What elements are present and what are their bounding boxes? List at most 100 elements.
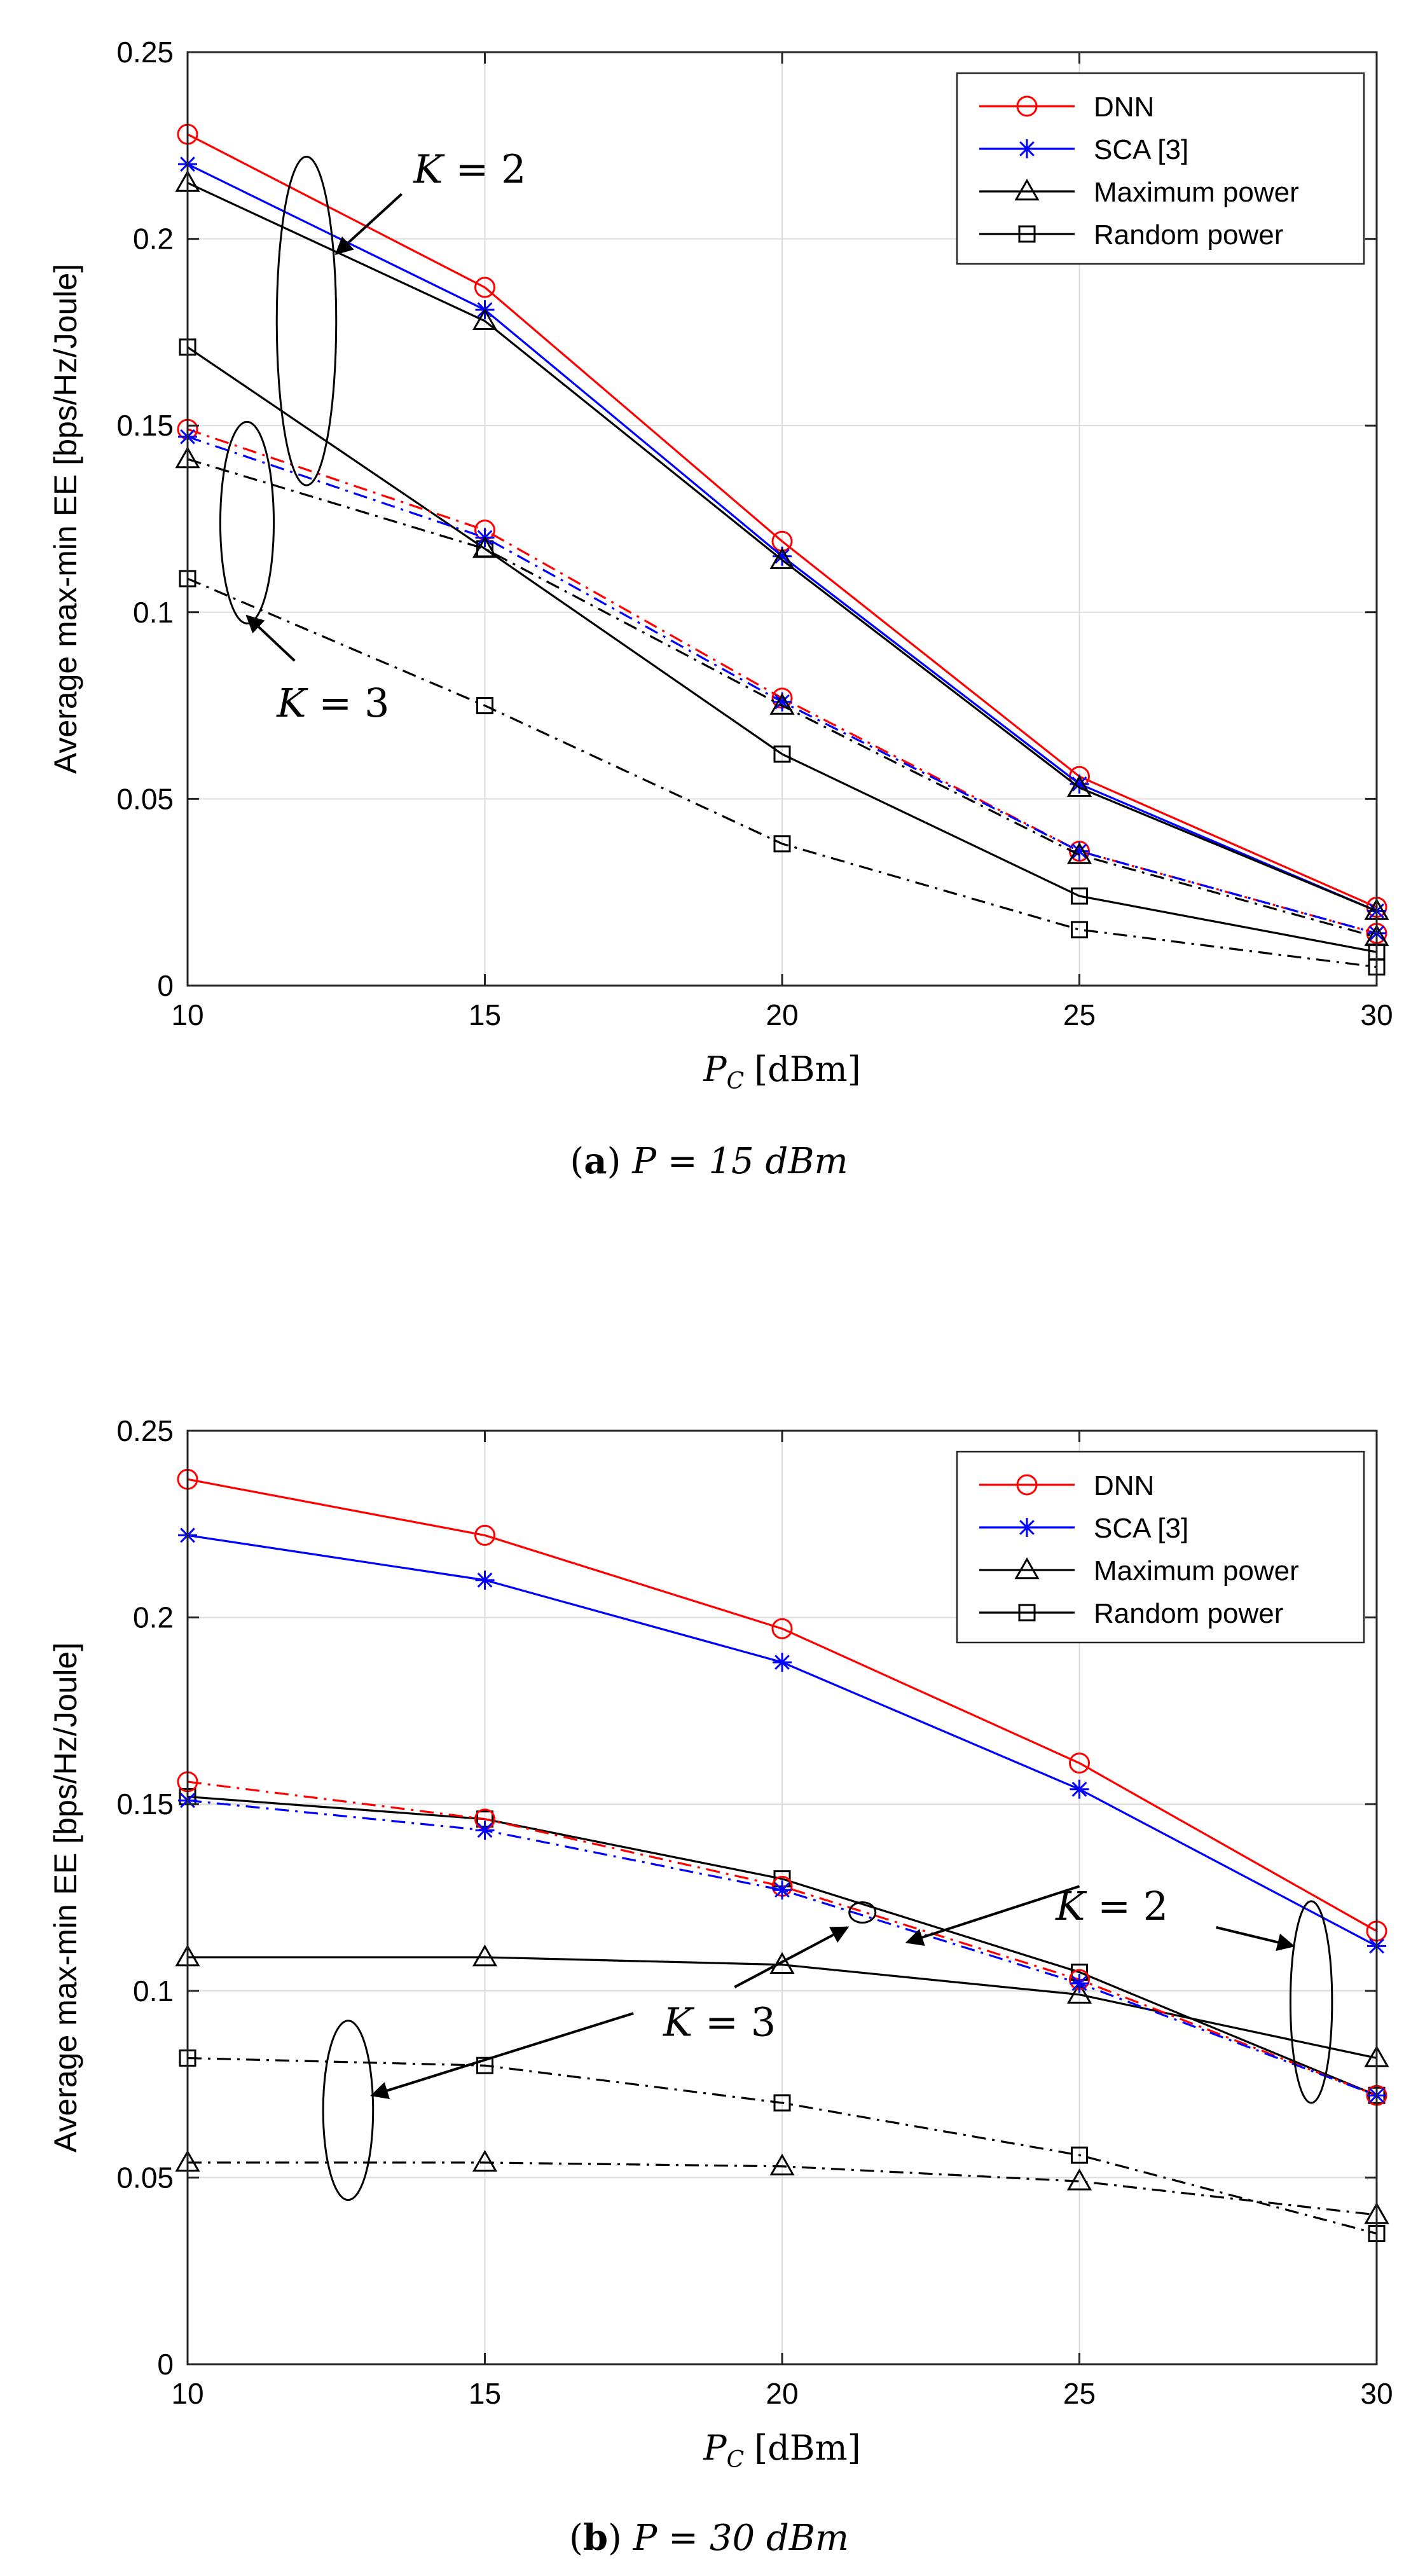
series-sca-3-k-2-point-1-stroke-3 — [477, 1573, 493, 1588]
chart-a-x-label-unit: [dBm] — [754, 1049, 861, 1089]
series-maximum-power-k-3-point-1 — [472, 2149, 498, 2172]
series-maximum-power-k-3-line — [188, 2161, 1377, 2216]
series-maximum-power-k-2-point-2 — [769, 547, 795, 569]
chart-a-legend: DNN SCA [3] Maximum power Random power — [956, 72, 1365, 265]
legend-symbol-random-power-marker — [1018, 225, 1036, 243]
chart-a: 10 15 20 25 30 0 0.05 0.1 0.15 0.2 0.25 Average ma… — [48, 36, 1393, 1182]
series-random-power-k-2-point-2 — [773, 745, 791, 763]
series-random-power-k-3-point-3 — [1071, 921, 1088, 939]
annotation-arrow — [245, 614, 296, 662]
series-sca-3-k-2-point-2-stroke-3 — [774, 548, 790, 564]
annotation-ellipse — [275, 155, 338, 486]
x-tick-label: 25 — [1063, 998, 1096, 1031]
series-dnn-k-2-point-2 — [771, 1618, 793, 1639]
chart-b-caption-text: P = 30 dBm — [633, 2517, 849, 2559]
annotation-small-ellipse — [848, 1901, 877, 1924]
annotation-ellipse — [1289, 1900, 1333, 2104]
legend-label-max-power: Maximum power — [1094, 177, 1299, 208]
chart-a-x-label-sub: C — [727, 1068, 745, 1094]
series-random-power-k-3-line — [187, 577, 1377, 968]
chart-b-x-label-sub: C — [727, 2447, 745, 2473]
x-tick-label: 10 — [171, 998, 203, 1031]
y-tick-label: 0.25 — [116, 36, 174, 69]
series-dnn-k-2-point-1 — [474, 1524, 495, 1546]
chart-a-caption: (a) P = 15 dBm — [570, 1140, 848, 1182]
series-sca-3-k-3-point-2-stroke-3 — [774, 1882, 790, 1898]
y-tick-label: 0 — [157, 2348, 174, 2381]
series-sca-3-k-3-point-3 — [1070, 1974, 1089, 1994]
chart-b-x-label-main: P — [703, 2428, 727, 2468]
series-sca-3-k-3-point-2 — [773, 1880, 792, 1900]
series-maximum-power-k-2-point-3 — [1066, 775, 1092, 797]
series-sca-3-k-3-point-2-stroke-3 — [774, 694, 790, 710]
y-tick-label: 0.2 — [133, 1601, 174, 1634]
annotation-label-value: = 3 — [692, 1999, 776, 2045]
chart-b-legend: DNN SCA [3] Maximum power Random power — [956, 1450, 1365, 1644]
series-sca-3-k-2-point-2 — [773, 546, 792, 566]
x-tick-label: 30 — [1360, 2377, 1393, 2410]
series-maximum-power-k-2-line — [187, 182, 1377, 913]
annotation-label-variable: K — [663, 1999, 695, 2045]
y-tick-label: 0.1 — [133, 1974, 174, 2008]
series-random-power-k-3-line — [187, 2056, 1377, 2235]
series-random-power-k-2-line — [187, 346, 1377, 953]
chart-b-caption-label: b — [583, 2517, 608, 2559]
series-sca-3-k-3-point-3-stroke-3 — [1071, 1976, 1087, 1991]
x-tick-label: 10 — [171, 2377, 203, 2410]
annotation-arrow — [1216, 1926, 1295, 1952]
series-dnn-k-2-point-3 — [1069, 1753, 1090, 1774]
series-sca-3-k-2-point-3-stroke-3 — [1071, 776, 1087, 792]
series-random-power-k-3-point-1 — [476, 697, 493, 715]
annotation-ellipse — [219, 420, 275, 624]
legend-symbol-maximum-power-marker — [1014, 1557, 1040, 1580]
series-maximum-power-k-2-point-2 — [769, 1952, 795, 1974]
chart-b-ticks: 10 15 20 25 30 0 0.05 0.1 0.15 0.2 0.25 — [116, 1414, 1393, 2410]
chart-b-x-axis-label: PC [dBm] — [703, 2428, 860, 2473]
chart-a-caption-label: a — [584, 1140, 607, 1182]
chart-a-x-label-main: P — [703, 1049, 727, 1089]
legend-symbol-sca-3-marker — [1017, 139, 1036, 158]
legend-label-random-power: Random power — [1094, 219, 1283, 251]
annotation-label-value: = 3 — [306, 680, 390, 726]
legend-symbol-sca-3-marker — [1017, 1518, 1036, 1537]
series-sca-3-k-3-point-1 — [475, 1821, 495, 1840]
series-random-power-k-2-line — [187, 1795, 1377, 2097]
series-random-power-k-3-point-2 — [773, 835, 791, 853]
annotation-arrow — [734, 1926, 850, 1988]
annotation-arrow — [370, 2012, 634, 2100]
y-tick-label: 0.15 — [116, 1787, 174, 1821]
annotation-label-variable: K — [1055, 1883, 1087, 1929]
series-maximum-power-k-3-point-2 — [769, 2153, 795, 2176]
legend-symbol-dnn-marker — [1016, 1474, 1038, 1496]
chart-a-series — [175, 123, 1389, 976]
legend-label-dnn: DNN — [1094, 92, 1154, 123]
chart-b-caption: (b) P = 30 dBm — [569, 2517, 849, 2559]
chart-a-y-axis-label: Average max-min EE [bps/Hz/Joule] — [48, 264, 83, 774]
legend-symbol-random-power-marker — [1018, 1604, 1036, 1622]
series-maximum-power-k-2-point-3 — [1066, 1981, 1092, 2004]
series-maximum-power-k-2-line — [188, 1956, 1377, 2060]
series-sca-3-k-2-point-3 — [1070, 1779, 1089, 1799]
y-tick-label: 0.2 — [133, 223, 174, 256]
series-sca-3-k-3-point-1-stroke-3 — [477, 1822, 493, 1838]
annotation-arrow — [905, 1885, 1080, 1946]
series-random-power-k-3-point-2 — [773, 2094, 791, 2112]
annotation-label-value: = 2 — [1085, 1883, 1168, 1929]
legend-label-random-power: Random power — [1094, 1598, 1283, 1629]
series-random-power-k-3-point-1 — [476, 2056, 493, 2074]
chart-a-legend-box — [956, 72, 1365, 265]
annotation-label-value: = 2 — [443, 146, 527, 193]
series-random-power-k-3-point-3 — [1071, 2146, 1088, 2164]
chart-a-annotations — [219, 155, 403, 662]
y-tick-label: 0 — [157, 969, 174, 1002]
series-maximum-power-k-3-line — [187, 458, 1377, 939]
legend-label-dnn: DNN — [1094, 1470, 1154, 1501]
chart-a-caption-text: P = 15 dBm — [631, 1141, 848, 1182]
legend-label-max-power: Maximum power — [1094, 1555, 1299, 1587]
chart-b-legend-box — [956, 1450, 1365, 1644]
series-sca-3-k-2-point-2 — [773, 1653, 792, 1672]
chart-a-x-axis-label: PC [dBm] — [703, 1049, 860, 1094]
series-maximum-power-k-3-point-1 — [472, 535, 498, 558]
x-tick-label: 15 — [469, 2377, 501, 2410]
